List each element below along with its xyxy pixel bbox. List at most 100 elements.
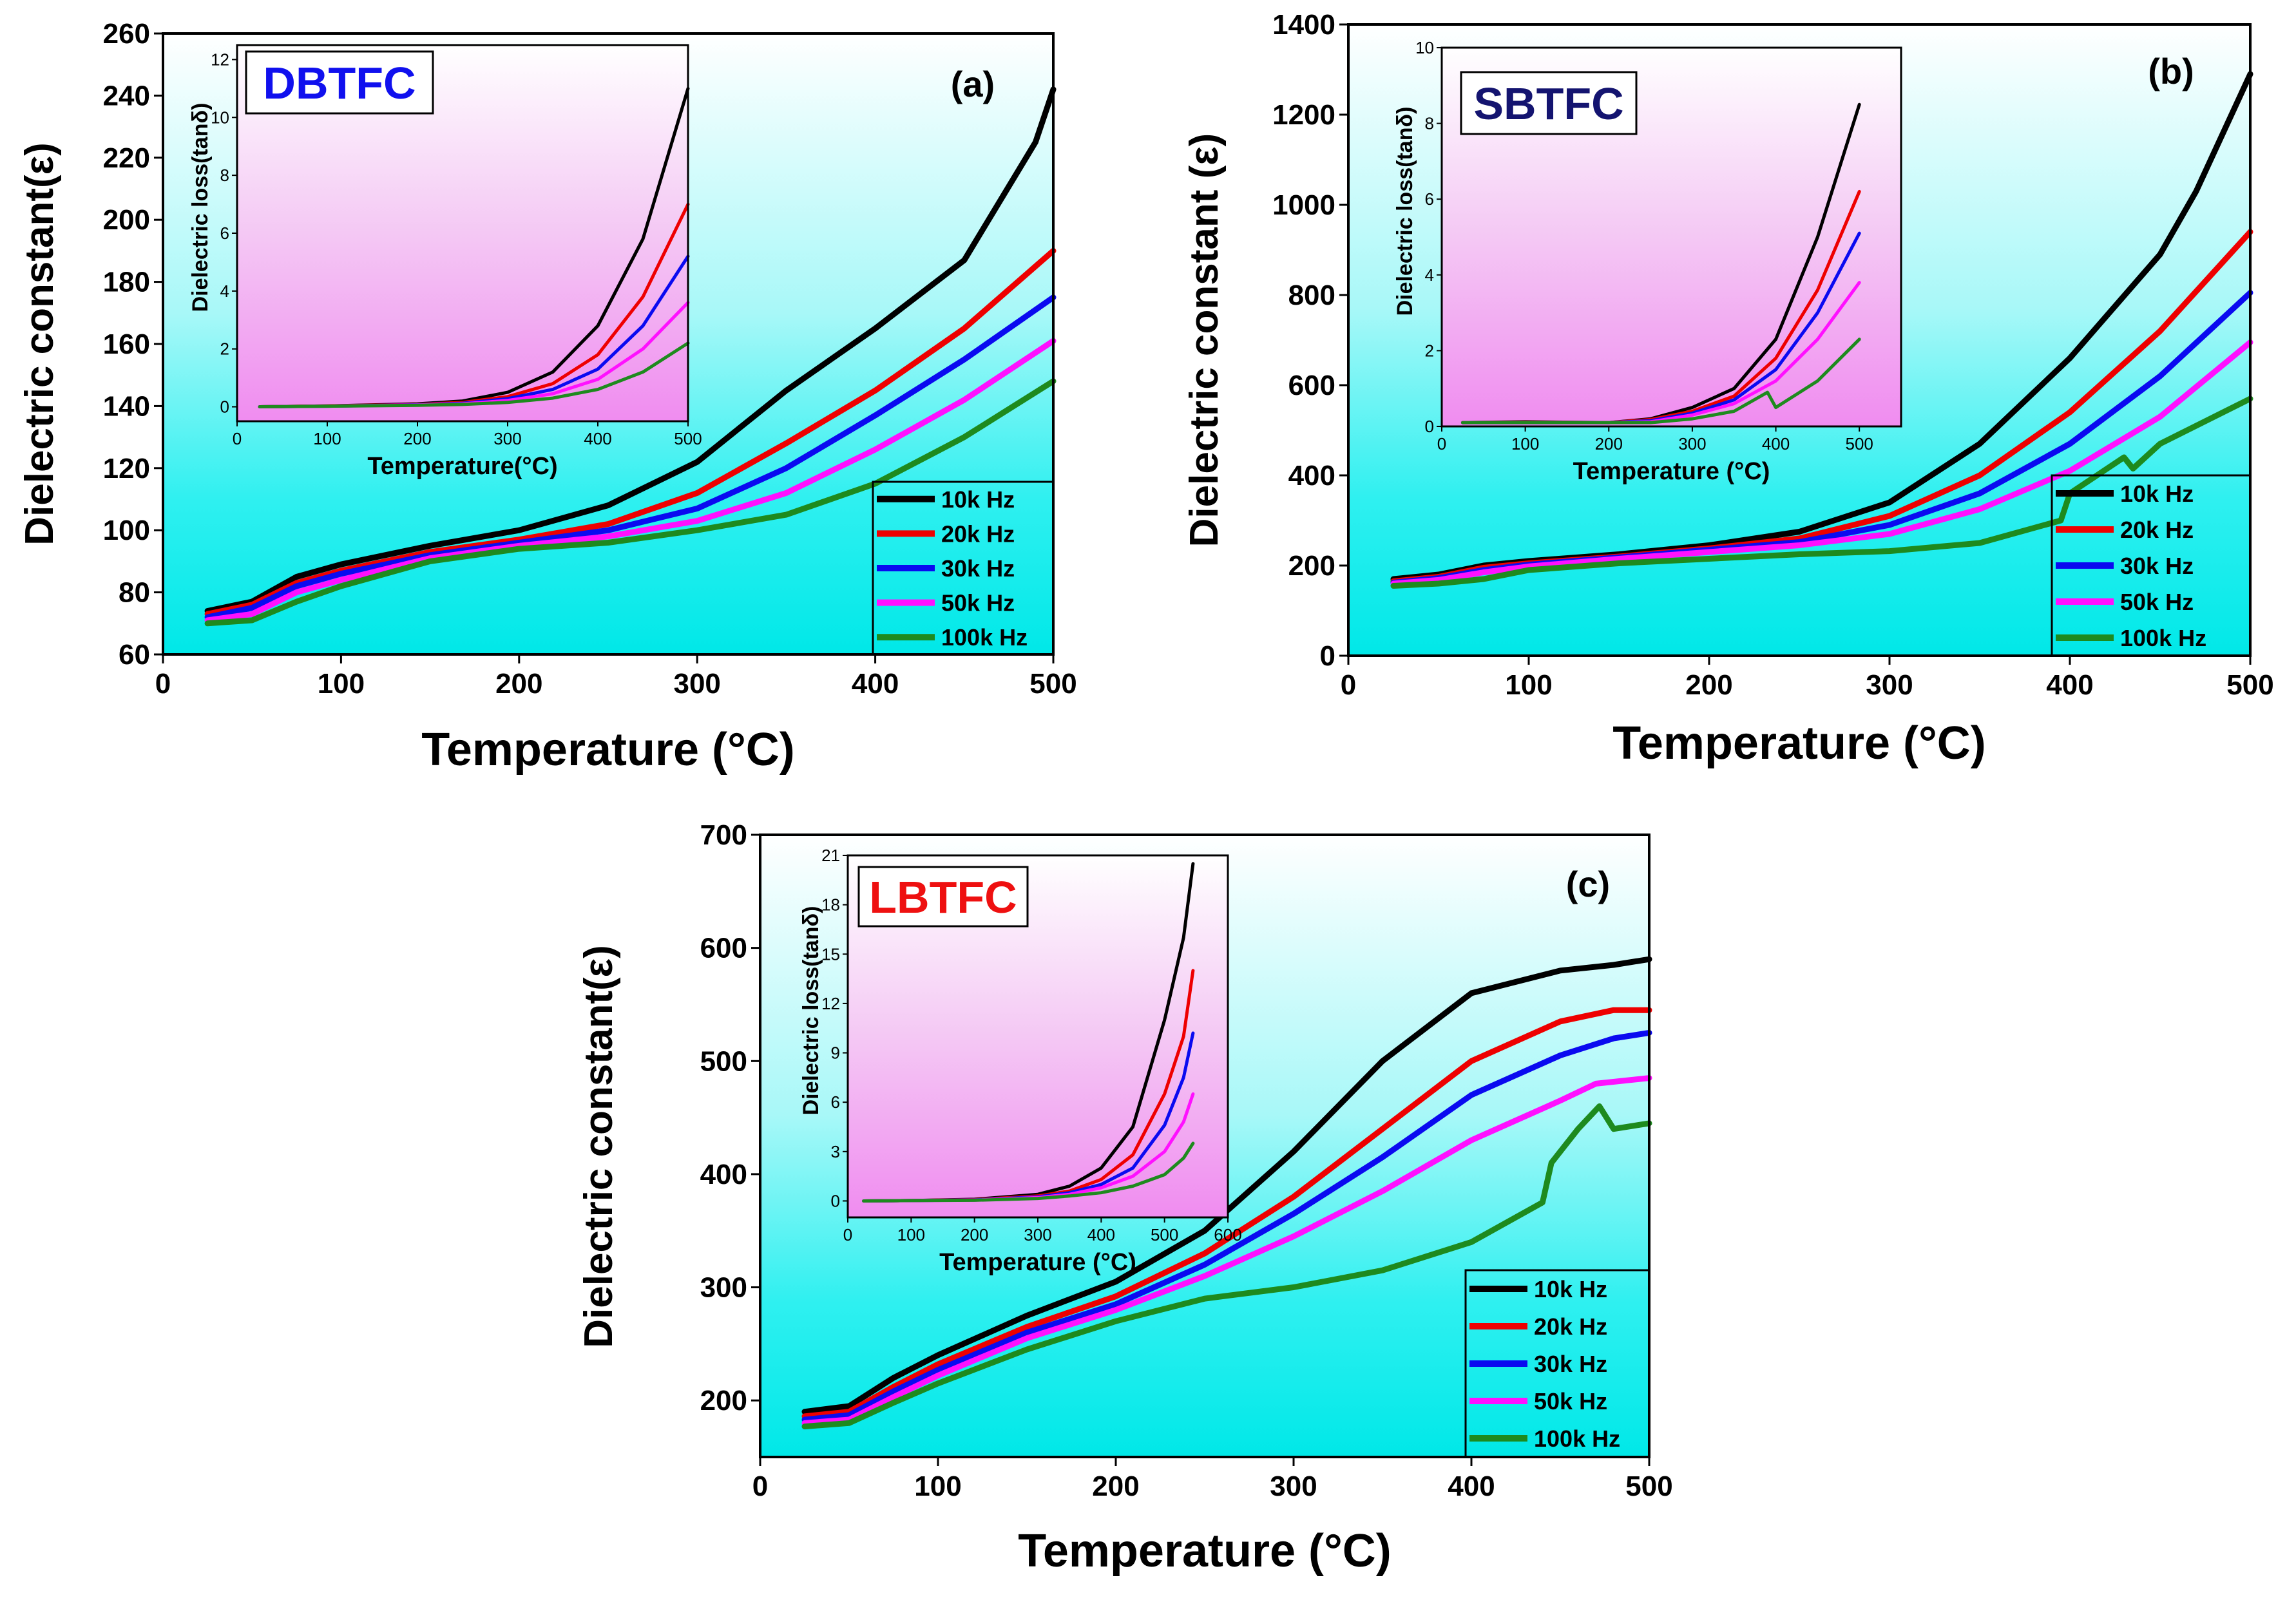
inset-series: [862, 862, 1195, 1203]
y-tick-label: 500: [700, 1045, 747, 1077]
x-tick-label: 100: [914, 1471, 961, 1502]
inset-x-tick-label: 300: [1024, 1225, 1051, 1244]
legend-box: [1464, 1269, 1650, 1458]
x-tick-label: 300: [1866, 669, 1913, 701]
inset-x-tick-label: 100: [1511, 434, 1539, 453]
legend: 10k Hz 20k Hz 30k Hz 50k Hz 100k Hz: [1464, 1269, 1650, 1458]
inset-frame: [847, 854, 1229, 1219]
y-tick-label: 160: [103, 329, 150, 360]
legend-label: 20k Hz: [941, 520, 1015, 547]
y-tick-label: 180: [103, 267, 150, 298]
sample-badge-label: LBTFC: [869, 872, 1017, 922]
legend-label: 10k Hz: [1534, 1276, 1607, 1302]
series-line-50khz: [204, 338, 1057, 624]
legend: 10k Hz 20k Hz 30k Hz 50k Hz 100k Hz: [2051, 474, 2252, 657]
x-tick-label: 200: [1685, 669, 1732, 701]
legend-label: 100k Hz: [2120, 625, 2206, 651]
series-line-20khz: [801, 1007, 1652, 1420]
y-tick-label: 300: [700, 1272, 747, 1304]
y-tick-label: 140: [103, 390, 150, 422]
legend-box: [872, 481, 1055, 656]
legend-box: [2051, 474, 2252, 657]
y-tick-label: 260: [103, 18, 150, 50]
x-tick-label: 500: [1029, 668, 1076, 700]
inset-x-tick-label: 0: [843, 1225, 852, 1244]
inset-y-tick-label: 12: [821, 994, 840, 1013]
legend-label: 30k Hz: [2120, 553, 2194, 579]
x-tick-label: 400: [2046, 669, 2093, 701]
x-axis-title: Temperature (°C): [1612, 718, 1986, 769]
y-tick-label: 200: [103, 204, 150, 236]
inset-y-tick-label: 18: [821, 895, 840, 915]
main-series: [1390, 71, 2253, 589]
panel-c: 0 100 200 300 400 500200300400500600700Temper…: [577, 819, 1673, 1577]
inset-x-tick-label: 200: [1595, 434, 1623, 453]
inset-x-tick-label: 0: [1437, 434, 1446, 453]
series-line-30khz: [801, 1029, 1652, 1423]
inset-series: [1460, 102, 1861, 424]
y-tick-label: 600: [1288, 370, 1335, 401]
inset-x-tick-label: 100: [313, 429, 341, 448]
inset-y-tick-label: 15: [821, 944, 840, 964]
y-tick-label: 0: [1320, 640, 1335, 672]
y-tick-label: 60: [119, 639, 150, 671]
panel-label: (a): [951, 64, 995, 104]
legend-label: 30k Hz: [1534, 1351, 1607, 1377]
x-axis-title: Temperature (°C): [421, 724, 795, 776]
y-tick-label: 1200: [1272, 99, 1335, 131]
legend-label: 30k Hz: [941, 555, 1015, 582]
series-line-10khz: [204, 86, 1057, 614]
inset-x-tick-label: 400: [1762, 434, 1790, 453]
y-tick-label: 600: [700, 933, 747, 964]
inset-y-axis-title: Dielectric loss(tanδ): [799, 906, 823, 1116]
legend-label: 100k Hz: [1534, 1425, 1620, 1452]
inset-x-tick-label: 300: [1678, 434, 1706, 453]
inset-x-tick-label: 200: [961, 1225, 988, 1244]
inset-y-tick-label: 6: [220, 224, 229, 243]
inset-y-tick-label: 2: [220, 339, 229, 359]
inset-y-tick-label: 9: [831, 1043, 840, 1063]
legend-label: 20k Hz: [1534, 1313, 1607, 1340]
inset-x-tick-label: 500: [1151, 1225, 1178, 1244]
legend-label: 50k Hz: [941, 590, 1015, 616]
inset-chart: 0 100 200 300 400 500 600 0 3 6 9 12 15 18 21 Temperatu…: [799, 846, 1242, 1276]
legend-label: 50k Hz: [1534, 1388, 1607, 1414]
inset-y-tick-label: 3: [831, 1142, 840, 1161]
inset-y-tick-label: 12: [211, 50, 229, 69]
sample-badge-label: SBTFC: [1473, 79, 1623, 129]
legend-label: 100k Hz: [941, 624, 1028, 651]
inset-chart: 0 100 200 300 400 500 0 2 4 6 8 10 Temperature (°C) D…: [1393, 38, 1902, 485]
inset-x-axis-title: Temperature (°C): [1573, 458, 1770, 485]
inset-y-tick-label: 4: [220, 281, 229, 301]
x-tick-label: 200: [1092, 1471, 1139, 1502]
series-line-10khz: [801, 956, 1652, 1415]
inset-x-tick-label: 300: [493, 429, 521, 448]
inset-line-100khz: [1460, 338, 1861, 424]
y-axis-title: Dielectric constant (ε): [1182, 133, 1227, 548]
x-tick-label: 400: [1448, 1471, 1495, 1502]
x-tick-label: 100: [318, 668, 365, 700]
sample-badge: [857, 866, 1029, 928]
panel-label: (c): [1566, 864, 1610, 904]
y-tick-label: 220: [103, 142, 150, 174]
series-line-50khz: [1390, 339, 2253, 587]
sample-badge: [1460, 71, 1638, 135]
inset-line-100khz: [862, 1141, 1195, 1203]
y-axis-title: Dielectric constant(ε): [577, 945, 621, 1348]
x-tick-label: 0: [1341, 669, 1356, 701]
inset-frame: [1440, 46, 1902, 428]
inset-series: [258, 86, 690, 408]
panel-label: (b): [2148, 51, 2194, 91]
inset-y-tick-label: 0: [831, 1191, 840, 1210]
sample-badge: [245, 50, 434, 115]
inset-y-tick-label: 8: [220, 166, 229, 185]
legend-label: 50k Hz: [2120, 589, 2194, 615]
inset-x-tick-label: 200: [403, 429, 431, 448]
legend: 10k Hz 20k Hz 30k Hz 50k Hz 100k Hz: [872, 481, 1055, 656]
x-tick-label: 0: [155, 668, 171, 700]
y-tick-label: 80: [119, 577, 150, 609]
x-tick-label: 100: [1505, 669, 1552, 701]
inset-y-tick-label: 0: [220, 397, 229, 417]
inset-x-tick-label: 400: [584, 429, 611, 448]
y-tick-label: 1000: [1272, 189, 1335, 221]
